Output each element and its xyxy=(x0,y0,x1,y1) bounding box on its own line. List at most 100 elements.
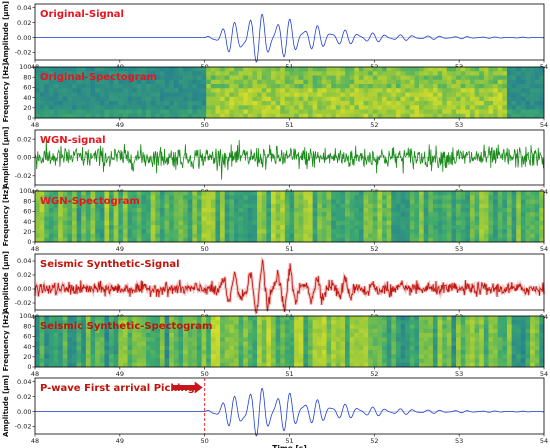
heat-cell xyxy=(345,216,350,222)
heat-cell xyxy=(81,362,87,368)
heat-cell xyxy=(493,220,499,226)
heat-cell xyxy=(243,109,249,115)
heat-cell xyxy=(479,233,485,239)
heat-cell xyxy=(456,354,462,359)
heat-cell xyxy=(511,233,517,239)
heat-cell xyxy=(298,212,304,217)
heat-cell xyxy=(275,212,281,217)
heat-cell xyxy=(164,109,170,115)
heat-cell xyxy=(460,88,466,93)
heat-cell xyxy=(479,337,485,342)
heat-cell xyxy=(220,88,226,93)
heat-cell xyxy=(136,233,142,239)
heat-cell xyxy=(483,71,489,76)
heat-cell xyxy=(395,113,401,119)
heat-cell xyxy=(294,208,300,213)
heat-cell xyxy=(298,84,304,89)
heat-cell xyxy=(201,333,207,338)
heat-cell xyxy=(215,320,221,325)
heat-cell xyxy=(469,67,475,72)
heat-cell xyxy=(474,358,480,364)
heat-cell xyxy=(196,358,202,364)
heat-cell xyxy=(35,229,40,234)
heat-cell xyxy=(321,220,327,226)
heat-cell xyxy=(229,208,235,213)
heat-cell xyxy=(409,216,415,222)
heat-cell xyxy=(456,208,462,213)
heat-cell xyxy=(395,362,401,368)
heat-cell xyxy=(308,316,313,321)
heat-cell xyxy=(382,358,387,364)
heat-cell xyxy=(252,328,258,334)
heat-cell xyxy=(122,109,128,115)
heat-cell xyxy=(437,92,443,98)
heat-cell xyxy=(437,105,443,110)
heat-cell xyxy=(474,75,480,81)
heat-cell xyxy=(539,96,545,102)
heat-cell xyxy=(303,84,309,89)
heat-cell xyxy=(72,203,77,209)
heat-cell xyxy=(136,237,142,243)
heat-cell xyxy=(474,362,480,368)
heat-cell xyxy=(331,203,337,209)
heat-cell xyxy=(432,199,438,205)
heat-cell xyxy=(169,229,175,234)
heat-cell xyxy=(456,216,462,222)
heat-cell xyxy=(414,67,420,72)
heat-cell xyxy=(44,328,50,334)
heat-cell xyxy=(257,71,263,76)
heat-cell xyxy=(146,358,151,364)
heat-cell xyxy=(243,237,249,243)
heat-cell xyxy=(187,84,193,89)
heat-cell xyxy=(159,345,165,351)
heat-cell xyxy=(345,237,350,243)
heat-cell xyxy=(377,105,383,110)
heat-cell xyxy=(35,212,40,217)
heat-cell xyxy=(456,341,462,347)
heat-cell xyxy=(372,203,378,209)
heat-cell xyxy=(266,96,272,102)
heat-cell xyxy=(99,92,105,98)
heat-cell xyxy=(257,229,263,234)
heat-cell xyxy=(224,79,230,85)
heat-cell xyxy=(298,67,304,72)
heat-cell xyxy=(173,109,179,115)
heat-cell xyxy=(326,337,332,342)
heat-cell xyxy=(525,79,531,85)
heat-cell xyxy=(127,229,133,234)
heat-cell xyxy=(483,341,489,347)
heat-cell xyxy=(414,345,420,351)
heat-cell xyxy=(58,96,64,102)
heat-cell xyxy=(150,96,156,102)
heat-cell xyxy=(90,216,96,222)
heat-cell xyxy=(525,333,531,338)
heat-cell xyxy=(39,101,45,106)
heat-cell xyxy=(266,88,272,93)
heat-cell xyxy=(414,212,420,217)
heat-cell xyxy=(122,105,128,110)
heat-cell xyxy=(99,337,105,342)
heat-cell xyxy=(113,320,119,325)
heat-cell xyxy=(349,362,355,368)
heat-cell xyxy=(35,216,40,222)
heat-cell xyxy=(405,216,411,222)
heat-cell xyxy=(539,345,545,351)
heat-cell xyxy=(183,341,188,347)
heat-cell xyxy=(257,354,263,359)
heat-cell xyxy=(437,337,443,342)
heat-cell xyxy=(506,237,512,243)
heat-cell xyxy=(469,96,475,102)
heat-cell xyxy=(150,92,156,98)
heat-cell xyxy=(104,333,110,338)
heat-cell xyxy=(229,354,235,359)
heat-cell xyxy=(99,71,105,76)
heat-cell xyxy=(229,233,235,239)
heat-cell xyxy=(294,105,300,110)
heat-cell xyxy=(382,203,387,209)
heat-cell xyxy=(395,75,401,81)
heat-cell xyxy=(48,208,54,213)
heat-cell xyxy=(530,337,536,342)
heat-cell xyxy=(474,96,480,102)
y-axis-label: Amplitude [μm] xyxy=(2,1,10,63)
heat-cell xyxy=(284,195,290,200)
